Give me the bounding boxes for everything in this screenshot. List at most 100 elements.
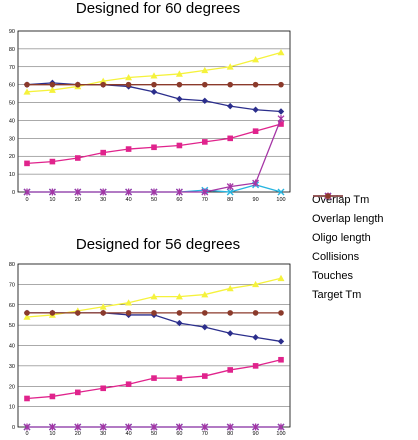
legend-swatch <box>313 193 343 199</box>
legend-label: Collisions <box>312 250 360 263</box>
data-point <box>24 310 30 316</box>
y-tick-label: 60 <box>9 83 15 89</box>
y-tick-label: 50 <box>9 323 15 329</box>
x-tick-label: 40 <box>126 197 132 203</box>
legend-label: Overlap length <box>312 212 384 225</box>
y-tick-label: 40 <box>9 344 15 350</box>
series-oligo-length <box>23 274 285 320</box>
data-point <box>151 375 157 381</box>
series-oligo-length <box>23 48 285 95</box>
data-point <box>278 121 284 127</box>
x-tick-label: 10 <box>49 431 55 437</box>
data-point <box>48 86 56 93</box>
data-point <box>125 81 132 88</box>
data-point <box>49 393 56 400</box>
data-point <box>278 310 284 316</box>
data-point <box>75 389 81 396</box>
data-point <box>75 81 81 88</box>
data-point <box>202 139 208 145</box>
legend-item: Touches <box>312 192 384 285</box>
data-point <box>226 63 234 70</box>
data-point <box>24 160 30 167</box>
series-target-tm <box>24 310 284 316</box>
data-point <box>176 142 183 149</box>
data-point <box>252 56 260 63</box>
x-tick-label: 40 <box>126 431 132 437</box>
data-point <box>277 338 285 345</box>
chart-1: 0 10 20 30 40 50 60 70 80 0 10 20 30 40 50 60 70 80 90 100 <box>9 262 291 437</box>
x-tick-label: 90 <box>253 431 259 437</box>
data-point <box>252 106 259 113</box>
data-point <box>49 310 56 316</box>
y-tick-label: 20 <box>9 154 15 160</box>
data-point <box>175 70 183 77</box>
x-tick-label: 50 <box>151 197 157 203</box>
y-tick-label: 30 <box>9 136 15 142</box>
data-point <box>150 188 158 196</box>
data-point <box>227 81 233 88</box>
y-tick-label: 70 <box>9 282 15 288</box>
data-point <box>201 423 209 431</box>
data-point <box>23 88 31 95</box>
data-point <box>176 310 183 316</box>
x-tick-label: 50 <box>151 431 157 437</box>
y-tick-label: 30 <box>9 364 15 370</box>
y-tick-label: 10 <box>9 405 15 411</box>
data-point <box>227 367 233 373</box>
data-point <box>252 128 259 134</box>
series-touches <box>23 115 285 196</box>
data-point <box>278 356 284 363</box>
data-point <box>202 373 208 379</box>
data-point <box>252 310 259 316</box>
y-tick-label: 60 <box>9 303 15 309</box>
legend-item: Target Tm <box>312 193 384 304</box>
data-point <box>75 155 81 161</box>
data-point <box>226 284 234 292</box>
data-point <box>125 423 133 431</box>
data-point <box>277 274 285 282</box>
x-tick-label: 20 <box>75 431 81 437</box>
data-point <box>175 188 183 196</box>
legend-item: Oligo length <box>312 192 384 247</box>
data-point <box>100 385 106 392</box>
y-tick-label: 0 <box>12 190 15 196</box>
data-point <box>227 102 234 110</box>
x-tick-label: 100 <box>276 431 285 437</box>
legend: Overlap Tm Overlap length Oligo length Coll… <box>312 190 384 304</box>
data-point <box>226 183 234 191</box>
chart-0: 0 10 20 30 40 50 60 70 80 90 0 10 20 30 40 50 60 70 80 90 10… <box>9 29 291 203</box>
data-point <box>176 319 183 327</box>
x-tick-label: 70 <box>202 197 208 203</box>
data-point <box>125 74 133 81</box>
data-point <box>99 77 107 84</box>
data-point <box>252 81 259 88</box>
x-tick-label: 10 <box>49 197 55 203</box>
data-point <box>23 423 31 431</box>
data-point <box>125 299 133 306</box>
data-point <box>48 423 56 431</box>
y-tick-label: 70 <box>9 65 15 71</box>
x-tick-label: 70 <box>202 431 208 437</box>
data-point <box>150 88 158 96</box>
data-point <box>176 375 183 381</box>
y-tick-label: 40 <box>9 118 15 124</box>
y-tick-label: 80 <box>9 262 15 268</box>
x-tick-label: 90 <box>253 197 259 203</box>
data-point <box>226 188 234 196</box>
data-point <box>151 310 157 316</box>
y-tick-label: 20 <box>9 384 15 390</box>
x-tick-label: 80 <box>227 197 233 203</box>
data-point <box>125 146 132 152</box>
data-point <box>252 179 260 187</box>
legend-item: Overlap length <box>312 193 384 228</box>
series-target-tm <box>24 81 284 88</box>
legend-label: Target Tm <box>312 288 362 301</box>
data-point <box>49 81 56 88</box>
data-point <box>99 423 107 431</box>
data-point <box>227 310 233 316</box>
x-tick-label: 30 <box>100 197 106 203</box>
series-touches <box>23 423 285 431</box>
data-point <box>252 423 260 431</box>
data-point <box>277 188 285 196</box>
